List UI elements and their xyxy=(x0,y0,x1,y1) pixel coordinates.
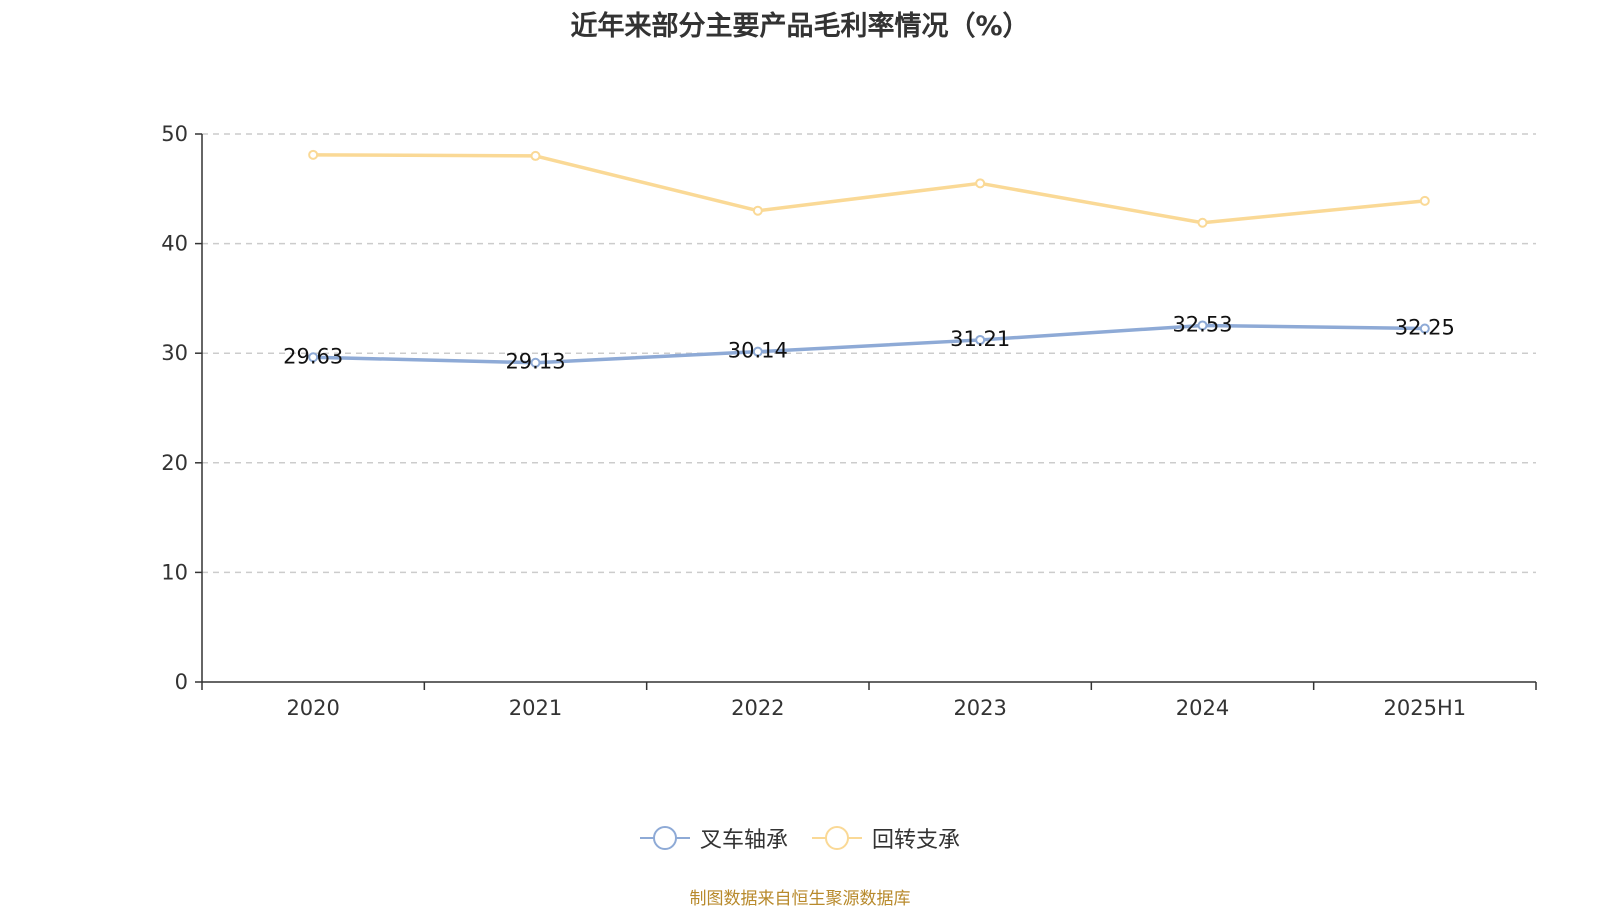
legend-label-series-0: 叉车轴承 xyxy=(699,828,788,853)
x-tick-label-2020: 2020 xyxy=(286,696,339,720)
series-line-1 xyxy=(313,153,1426,225)
x-tick-label-2025H1: 2025H1 xyxy=(1384,696,1467,720)
legend-marker-series-1 xyxy=(812,826,862,850)
grid-lines xyxy=(202,133,1536,574)
point-series-0-2021 xyxy=(530,357,541,368)
point-series-0-2020 xyxy=(308,352,319,363)
point-series-0-2025H1 xyxy=(1419,323,1430,334)
point-series-0-2022 xyxy=(752,346,763,357)
legend-label-series-1: 回转支承 xyxy=(872,828,961,853)
point-series-1-2022 xyxy=(752,205,763,216)
data-label-series-0-2023: 31.21 xyxy=(950,327,1010,351)
data-labels: 29.63 29.13 30.14 31.21 32.53 32.25 xyxy=(283,312,1455,373)
point-series-1-2025H1 xyxy=(1419,195,1430,206)
data-label-series-0-2020: 29.63 xyxy=(283,344,343,368)
data-label-series-0-2025H1: 32.25 xyxy=(1395,316,1455,340)
legend[interactable]: 叉车轴承 回转支承 xyxy=(0,822,1600,854)
legend-item-series-0[interactable]: 叉车轴承 xyxy=(639,822,788,854)
data-label-series-0-2021: 29.13 xyxy=(505,350,565,374)
point-series-1-2023 xyxy=(975,178,986,189)
y-tick-label-50: 50 xyxy=(161,122,188,146)
y-tick-label-40: 40 xyxy=(161,232,188,256)
chart-title: 近年来部分主要产品毛利率情况（%） xyxy=(570,11,1030,42)
y-tick-label-20: 20 xyxy=(161,451,188,475)
data-label-series-0-2024: 32.53 xyxy=(1172,312,1232,336)
axes: 0 10 20 30 40 50 2020 2021 2022 2023 2024 2025H1 xyxy=(161,122,1537,720)
point-series-0-2023 xyxy=(975,334,986,345)
series xyxy=(308,149,1430,368)
y-tick-label-10: 10 xyxy=(161,560,188,584)
x-tick-label-2021: 2021 xyxy=(509,696,562,720)
point-series-1-2024 xyxy=(1197,217,1208,228)
series-line-0 xyxy=(313,323,1425,365)
y-tick-label-30: 30 xyxy=(161,341,188,365)
point-series-1-2020 xyxy=(308,149,319,160)
y-tick-label-0: 0 xyxy=(175,670,188,694)
x-tick-label-2024: 2024 xyxy=(1176,696,1229,720)
source-note: 制图数据来自恒生聚源数据库 xyxy=(689,889,911,909)
point-series-0-2024 xyxy=(1197,320,1208,331)
data-label-series-0-2022: 30.14 xyxy=(728,339,788,363)
x-tick-label-2023: 2023 xyxy=(953,696,1006,720)
legend-marker-series-0 xyxy=(639,826,690,850)
legend-item-series-1[interactable]: 回转支承 xyxy=(812,822,960,854)
x-tick-label-2022: 2022 xyxy=(731,696,784,720)
point-series-1-2021 xyxy=(530,150,541,161)
